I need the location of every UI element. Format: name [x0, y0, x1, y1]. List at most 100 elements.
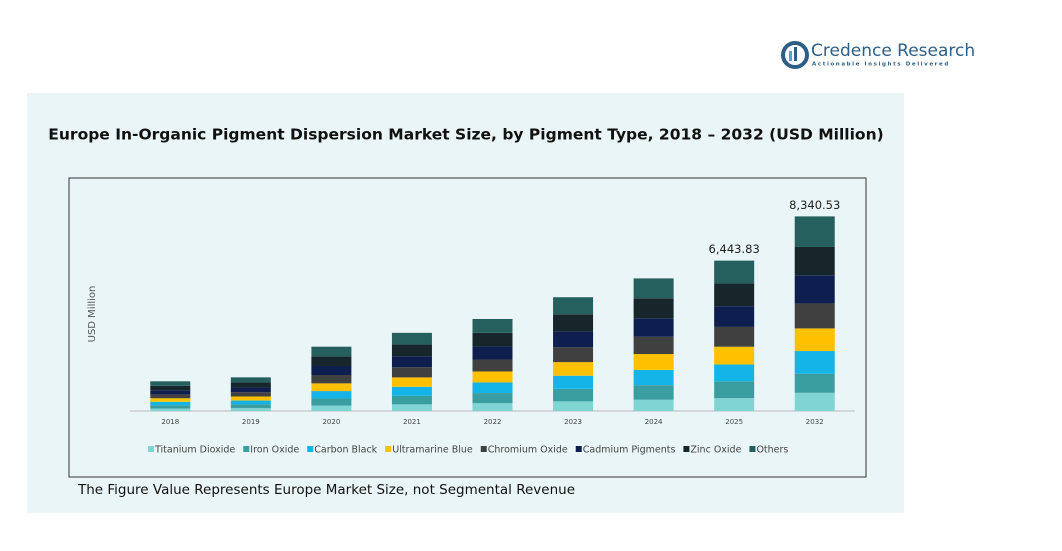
total-label: 6,443.83: [709, 242, 760, 256]
legend-label: Chromium Oxide: [488, 445, 568, 456]
bar-segment: [794, 303, 835, 329]
bar-segment: [150, 390, 191, 395]
bar-segment: [311, 398, 352, 406]
bar-segment: [633, 369, 674, 386]
brand-tagline: Actionable Insights Delivered: [812, 62, 950, 68]
bar-segment: [230, 400, 271, 405]
bar-segment: [391, 404, 432, 411]
total-label: 8,340.53: [789, 198, 840, 212]
legend-label: Carbon Black: [314, 445, 377, 456]
x-tick-label: 2025: [725, 418, 743, 426]
bar-segment: [472, 382, 513, 394]
bar-segment: [794, 246, 835, 276]
bar-segment: [311, 391, 352, 399]
legend-label: Iron Oxide: [250, 445, 299, 456]
bar-segment: [311, 374, 352, 384]
bar-segment: [230, 387, 271, 393]
bar-segment: [714, 326, 755, 347]
x-tick-label: 2022: [484, 418, 502, 426]
bar-segment: [472, 403, 513, 411]
legend-swatch: [480, 446, 487, 452]
y-axis-label: USD Million: [87, 286, 98, 343]
bar-segment: [391, 332, 432, 345]
bar-segment: [472, 393, 513, 404]
bar-segment: [230, 404, 271, 409]
bar-segment: [553, 314, 594, 332]
bar-segment: [714, 398, 755, 411]
bar-segment: [633, 399, 674, 411]
bar-segment: [150, 401, 191, 406]
legend-label: Zinc Oxide: [690, 445, 741, 456]
bar-segment: [794, 351, 835, 374]
bar-segment: [472, 359, 513, 372]
x-tick-label: 2021: [403, 418, 421, 426]
bar-segment: [472, 346, 513, 360]
x-tick-label: 2020: [322, 418, 340, 426]
panel: [27, 93, 904, 513]
bar-segment: [553, 362, 594, 376]
bar-segment: [472, 371, 513, 383]
legend-label: Cadmium Pigments: [583, 445, 676, 456]
logo-icon: [781, 41, 809, 69]
bar-segment: [230, 396, 271, 401]
bar-segment: [150, 408, 191, 411]
x-tick-label: 2024: [645, 418, 663, 426]
bar-segment: [150, 385, 191, 391]
bar-segment: [714, 381, 755, 399]
bar-segment: [150, 394, 191, 399]
bar-segment: [391, 386, 432, 396]
bar-segment: [633, 336, 674, 354]
bar-segment: [311, 365, 352, 375]
bar-segment: [311, 346, 352, 357]
bar-segment: [472, 318, 513, 333]
bar-segment: [714, 260, 755, 284]
legend-swatch: [749, 446, 756, 452]
bar-segment: [794, 275, 835, 304]
legend-swatch: [575, 446, 582, 452]
bar-segment: [633, 278, 674, 299]
legend-swatch: [148, 446, 154, 452]
bar-segment: [633, 318, 674, 337]
brand-name: Credence Research: [811, 41, 975, 61]
bar-segment: [391, 344, 432, 357]
x-tick-label: 2018: [161, 418, 179, 426]
bar-segment: [391, 395, 432, 405]
x-tick-label: 2023: [564, 418, 582, 426]
bar-segment: [150, 381, 191, 386]
bar-segment: [230, 377, 271, 383]
bar-segment: [553, 388, 594, 402]
x-tick-label: 2032: [806, 418, 824, 426]
bar-segment: [150, 398, 191, 402]
bar-segment: [714, 283, 755, 307]
bar-segment: [633, 298, 674, 319]
bar-segment: [553, 297, 594, 315]
bar-segment: [311, 356, 352, 366]
logo-bar: [789, 51, 792, 61]
footnote: The Figure Value Represents Europe Marke…: [77, 482, 575, 498]
bar-segment: [794, 328, 835, 352]
bar-segment: [553, 401, 594, 411]
plot-frame: [68, 177, 867, 478]
bar-segment: [714, 364, 755, 382]
legend-label: Ultramarine Blue: [392, 445, 473, 456]
bar-segment: [391, 377, 432, 387]
legend-swatch: [243, 446, 250, 452]
logo-bar: [794, 47, 797, 61]
bar-segment: [230, 382, 271, 388]
bar-segment: [311, 383, 352, 392]
bar-segment: [633, 353, 674, 370]
bar-segment: [150, 405, 191, 409]
bar-segment: [794, 373, 835, 393]
chart-title: Europe In-Organic Pigment Dispersion Mar…: [48, 126, 883, 144]
bar-segment: [794, 392, 835, 411]
legend-label: Titanium Dioxide: [154, 445, 235, 456]
bar-segment: [633, 385, 674, 400]
x-tick-label: 2019: [242, 418, 260, 426]
bar-segment: [553, 331, 594, 348]
legend-swatch: [683, 446, 690, 452]
bar-segment: [553, 347, 594, 363]
bar-segment: [391, 356, 432, 368]
bar-segment: [553, 375, 594, 389]
